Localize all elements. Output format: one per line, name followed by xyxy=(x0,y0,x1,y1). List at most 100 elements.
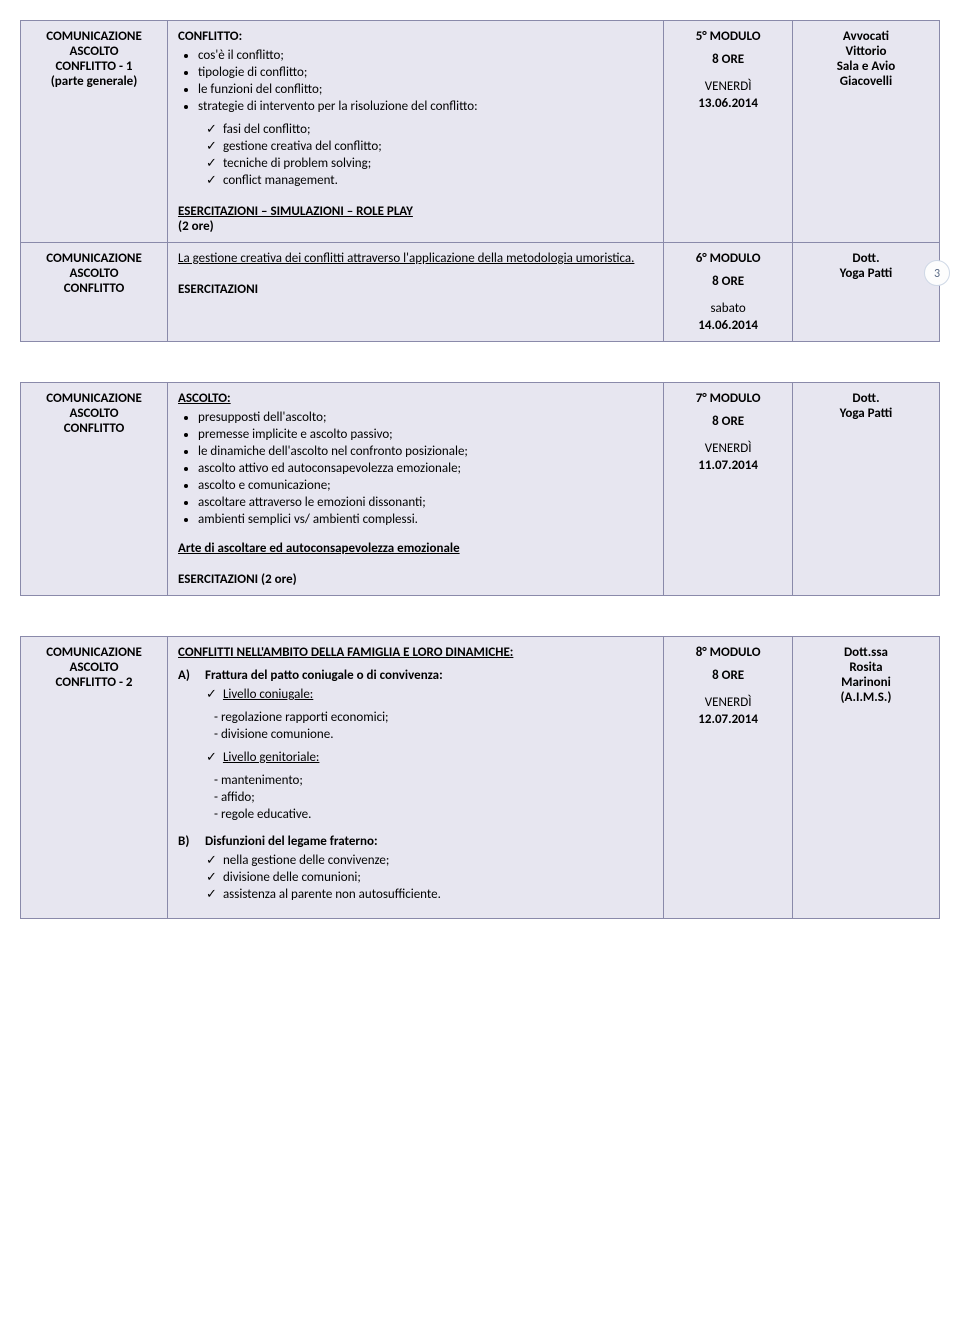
content-cell: CONFLITTO: cos'è il conflitto; tipologie… xyxy=(168,21,664,243)
topic-line: ASCOLTO xyxy=(31,660,157,675)
dash-item: regolazione rapporti economici; xyxy=(214,710,653,725)
subsection-title: Arte di ascoltare ed autoconsapevolezza … xyxy=(178,541,653,556)
module-day: VENERDÌ xyxy=(674,79,782,94)
topic-line: COMUNICAZIONE xyxy=(31,391,157,406)
module-number: 8° MODULO xyxy=(674,645,782,660)
dash-item: mantenimento; xyxy=(214,773,653,788)
exercise-duration: (2 ore) xyxy=(178,219,653,234)
teacher-line: Dott. xyxy=(803,391,929,406)
teacher-line: Avvocati xyxy=(803,29,929,44)
module-number: 7° MODULO xyxy=(674,391,782,406)
modules-table-2: COMUNICAZIONE ASCOLTO CONFLITTO ASCOLTO:… xyxy=(20,382,940,596)
topic-cell: COMUNICAZIONE ASCOLTO CONFLITTO xyxy=(21,243,168,342)
check-list: Livello coniugale: xyxy=(206,687,653,702)
bullet-item: cos'è il conflitto; xyxy=(198,48,653,63)
module-row-8: COMUNICAZIONE ASCOLTO CONFLITTO - 2 CONF… xyxy=(21,637,940,919)
topic-cell: COMUNICAZIONE ASCOLTO CONFLITTO - 1 (par… xyxy=(21,21,168,243)
module-hours: 8 ORE xyxy=(674,52,782,67)
teacher-cell: Avvocati Vittorio Sala e Avio Giacovelli xyxy=(792,21,939,243)
check-list: Livello genitoriale: xyxy=(206,750,653,765)
check-item: gestione creativa del conflitto; xyxy=(206,139,653,154)
exercise-label: ESERCITAZIONI (2 ore) xyxy=(178,572,653,587)
schedule-cell: 5° MODULO 8 ORE VENERDÌ 13.06.2014 xyxy=(664,21,793,243)
check-item: fasi del conflitto; xyxy=(206,122,653,137)
bullet-item: tipologie di conflitto; xyxy=(198,65,653,80)
topic-line: CONFLITTO - 2 xyxy=(31,675,157,690)
topic-line: COMUNICAZIONE xyxy=(31,29,157,44)
topic-line: CONFLITTO xyxy=(31,281,157,296)
module-hours: 8 ORE xyxy=(674,274,782,289)
page-number-badge: 3 xyxy=(924,260,950,286)
check-list: nella gestione delle convivenze; divisio… xyxy=(206,853,653,902)
dash-item: regole educative. xyxy=(214,807,653,822)
section-title: CONFLITTI NELL'AMBITO DELLA FAMIGLIA E L… xyxy=(178,645,653,660)
modules-table-1: COMUNICAZIONE ASCOLTO CONFLITTO - 1 (par… xyxy=(20,20,940,342)
teacher-line: Yoga Patti xyxy=(803,406,929,421)
check-item: Livello genitoriale: xyxy=(206,750,653,765)
teacher-line: Marinoni xyxy=(803,675,929,690)
teacher-line: (A.I.M.S.) xyxy=(803,690,929,705)
teacher-line: Vittorio xyxy=(803,44,929,59)
bullet-item: ascolto e comunicazione; xyxy=(198,478,653,493)
bullet-item: strategie di intervento per la risoluzio… xyxy=(198,99,653,114)
teacher-line: Yoga Patti xyxy=(803,266,929,281)
list-letter-b: B) xyxy=(178,834,202,849)
bullet-item: premesse implicite e ascolto passivo; xyxy=(198,427,653,442)
topic-line: ASCOLTO xyxy=(31,406,157,421)
module-day: VENERDÌ xyxy=(674,695,782,710)
check-item: Livello coniugale: xyxy=(206,687,653,702)
module-hours: 8 ORE xyxy=(674,668,782,683)
topic-line: (parte generale) xyxy=(31,74,157,89)
module-day: sabato xyxy=(674,301,782,316)
topic-cell: COMUNICAZIONE ASCOLTO CONFLITTO - 2 xyxy=(21,637,168,919)
check-item: divisione delle comunioni; xyxy=(206,870,653,885)
teacher-line: Rosita xyxy=(803,660,929,675)
topic-line: COMUNICAZIONE xyxy=(31,645,157,660)
teacher-cell: Dott. Yoga Patti xyxy=(792,243,939,342)
teacher-line: Sala e Avio xyxy=(803,59,929,74)
topic-line: ASCOLTO xyxy=(31,266,157,281)
section-title: ASCOLTO: xyxy=(178,391,653,406)
list-letter-a: A) xyxy=(178,668,202,683)
module-row-5: COMUNICAZIONE ASCOLTO CONFLITTO - 1 (par… xyxy=(21,21,940,243)
dash-item: divisione comunione. xyxy=(214,727,653,742)
schedule-cell: 6° MODULO 8 ORE sabato 14.06.2014 xyxy=(664,243,793,342)
module-date: 13.06.2014 xyxy=(674,96,782,111)
bullet-list: presupposti dell'ascolto; premesse impli… xyxy=(198,410,653,527)
dash-item: affido; xyxy=(214,790,653,805)
dash-list: regolazione rapporti economici; division… xyxy=(214,710,653,742)
schedule-cell: 8° MODULO 8 ORE VENERDÌ 12.07.2014 xyxy=(664,637,793,919)
content-cell: La gestione creativa dei conflitti attra… xyxy=(168,243,664,342)
module-date: 14.06.2014 xyxy=(674,318,782,333)
bullet-item: le funzioni del conflitto; xyxy=(198,82,653,97)
teacher-cell: Dott. Yoga Patti xyxy=(792,383,939,596)
subsection-a-title: Frattura del patto coniugale o di conviv… xyxy=(205,668,443,683)
dash-list: mantenimento; affido; regole educative. xyxy=(214,773,653,822)
content-cell: CONFLITTI NELL'AMBITO DELLA FAMIGLIA E L… xyxy=(168,637,664,919)
module-row-6: COMUNICAZIONE ASCOLTO CONFLITTO La gesti… xyxy=(21,243,940,342)
check-item: nella gestione delle convivenze; xyxy=(206,853,653,868)
topic-line: COMUNICAZIONE xyxy=(31,251,157,266)
topic-line: ASCOLTO xyxy=(31,44,157,59)
teacher-line: Dott. xyxy=(803,251,929,266)
section-title: CONFLITTO: xyxy=(178,29,653,44)
exercise-label: ESERCITAZIONI xyxy=(178,282,653,297)
module-date: 11.07.2014 xyxy=(674,458,782,473)
check-list: fasi del conflitto; gestione creativa de… xyxy=(206,122,653,188)
topic-cell: COMUNICAZIONE ASCOLTO CONFLITTO xyxy=(21,383,168,596)
topic-line: CONFLITTO - 1 xyxy=(31,59,157,74)
topic-line: CONFLITTO xyxy=(31,421,157,436)
module-number: 6° MODULO xyxy=(674,251,782,266)
module-number: 5° MODULO xyxy=(674,29,782,44)
check-item: tecniche di problem solving; xyxy=(206,156,653,171)
subsection-b-title: Disfunzioni del legame fraterno: xyxy=(205,834,378,849)
module-date: 12.07.2014 xyxy=(674,712,782,727)
bullet-item: ambienti semplici vs/ ambienti complessi… xyxy=(198,512,653,527)
check-item: conflict management. xyxy=(206,173,653,188)
bullet-list: cos'è il conflitto; tipologie di conflit… xyxy=(198,48,653,114)
module-hours: 8 ORE xyxy=(674,414,782,429)
exercise-label: ESERCITAZIONI – SIMULAZIONI – ROLE PLAY xyxy=(178,204,653,219)
teacher-cell: Dott.ssa Rosita Marinoni (A.I.M.S.) xyxy=(792,637,939,919)
module-row-7: COMUNICAZIONE ASCOLTO CONFLITTO ASCOLTO:… xyxy=(21,383,940,596)
content-text: La gestione creativa dei conflitti attra… xyxy=(178,251,653,266)
